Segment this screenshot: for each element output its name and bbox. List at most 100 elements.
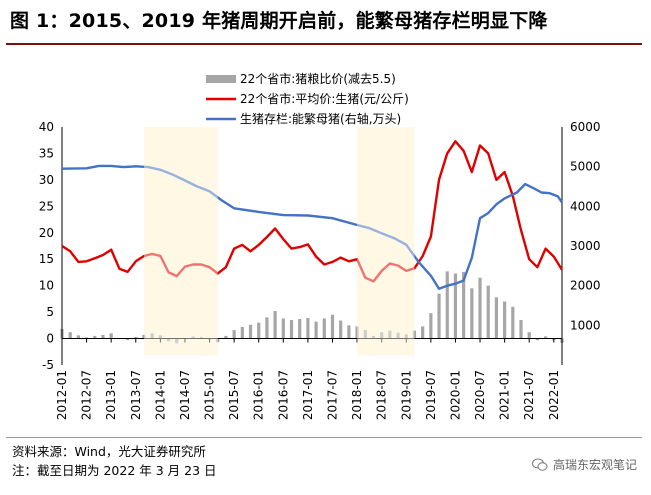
left-tick-15: 15	[39, 252, 54, 266]
source-text: 资料来源：Wind，光大证券研究所	[12, 444, 206, 459]
wechat-icon	[531, 458, 548, 471]
footer-rule	[6, 437, 642, 438]
ratio-bar-33	[322, 318, 326, 339]
ratio-bar-44	[412, 330, 417, 339]
ratio-bar-45	[421, 326, 425, 339]
ratio-bar-43	[404, 334, 408, 339]
x-tick-2015-01: 2015-01	[203, 370, 217, 420]
title-rule	[6, 43, 642, 45]
highlight-bands	[143, 127, 415, 356]
x-tick-2019-07: 2019-07	[424, 370, 438, 420]
sow-line	[61, 164, 563, 290]
ratio-bar-28	[281, 318, 285, 339]
ratio-bar-42	[396, 332, 400, 339]
ratio-bar-20	[216, 338, 220, 343]
ratio-bar-39	[371, 335, 376, 339]
chart: -5 0 5 10 15 20 25 30 35 40 1000 2000 3000 4000 5000 60…	[39, 71, 601, 420]
highlight-overlays	[143, 127, 415, 356]
price-line	[61, 140, 564, 283]
left-tick-40: 40	[39, 120, 54, 134]
ratio-bar-52	[478, 277, 482, 339]
x-tick-2021-07: 2021-07	[522, 370, 536, 420]
ratio-bar-34	[330, 314, 335, 339]
ratio-bar-56	[511, 306, 515, 339]
x-tick-2019-01: 2019-01	[399, 370, 413, 420]
page-title: 图 1：2015、2019 年猪周期开启前，能繁母猪存栏明显下降	[10, 10, 548, 32]
x-tick-2012-07: 2012-07	[80, 370, 94, 420]
right-tick-5000: 5000	[570, 160, 601, 174]
x-tick-2022-01: 2022-01	[547, 370, 561, 420]
x-tick-2018-07: 2018-07	[375, 370, 389, 420]
x-tick-2018-01: 2018-01	[350, 370, 364, 420]
ratio-bar-17	[191, 336, 195, 339]
ratio-bar-23	[240, 326, 244, 339]
x-tick-2013-07: 2013-07	[129, 370, 143, 420]
right-tick-2000: 2000	[570, 279, 601, 293]
highlight-overlay-1	[143, 127, 218, 356]
legend-label-sow: 生猪存栏:能繁母猪(右轴,万头)	[240, 111, 401, 126]
x-tick-2020-01: 2020-01	[448, 370, 462, 420]
ratio-bar-25	[257, 322, 261, 339]
ratio-bar-5	[93, 335, 97, 339]
ratio-bar-13	[158, 335, 162, 339]
ratio-bar-3	[76, 335, 80, 339]
legend-label-price: 22个省市:平均价:生猪(元/公斤)	[240, 91, 409, 106]
x-tick-2013-01: 2013-01	[104, 370, 118, 420]
ratio-bar-38	[363, 330, 367, 339]
ratio-bar-58	[527, 332, 531, 339]
ratio-bar-41	[388, 330, 392, 339]
ratio-bar-55	[503, 301, 507, 339]
ratio-bar-21	[224, 335, 228, 339]
ratio-bar-46	[429, 313, 433, 339]
left-tick-20: 20	[39, 226, 54, 240]
right-tick-6000: 6000	[570, 120, 601, 134]
ratio-bar-24	[248, 324, 253, 339]
left-tick-10: 10	[39, 279, 54, 293]
axes	[61, 127, 563, 365]
x-tick-2017-01: 2017-01	[301, 370, 315, 420]
legend: 22个省市:猪粮比价(减去5.5) 22个省市:平均价:生猪(元/公斤) 生猪存栏:…	[206, 71, 409, 126]
ratio-bar-53	[486, 285, 490, 339]
left-tick-35: 35	[39, 146, 54, 160]
ratio-bar-30	[298, 318, 302, 339]
left-tick-5: 5	[46, 305, 54, 319]
ratio-bar-36	[347, 325, 351, 339]
left-tick-0: 0	[46, 332, 54, 346]
x-tick-2017-07: 2017-07	[325, 370, 339, 420]
right-tick-3000: 3000	[570, 239, 601, 253]
x-tick-2015-07: 2015-07	[227, 370, 241, 420]
watermark-text: 高瑞东宏观笔记	[552, 458, 637, 472]
ratio-bar-27	[273, 311, 277, 339]
right-tick-4000: 4000	[570, 199, 601, 213]
ratio-bar-54	[494, 297, 499, 339]
ratio-bar-59	[535, 338, 540, 341]
ratio-bar-12	[150, 333, 154, 339]
ratio-bar-4	[84, 337, 89, 339]
x-tick-2016-01: 2016-01	[252, 370, 266, 420]
ratio-bar-40	[380, 332, 384, 339]
x-tick-2012-01: 2012-01	[55, 370, 69, 420]
x-tick-2021-01: 2021-01	[498, 370, 512, 420]
left-tick-30: 30	[39, 173, 54, 187]
ratio-bar-14	[166, 338, 171, 342]
ratio-bar-7	[109, 333, 113, 339]
ratio-bar-22	[232, 330, 236, 339]
x-tick-2016-07: 2016-07	[276, 370, 290, 420]
ratio-bar-60	[544, 336, 548, 339]
ratio-bar-15	[175, 338, 179, 344]
ratio-bar-11	[142, 334, 146, 339]
legend-swatch-ratio	[206, 75, 236, 83]
ratio-bar-29	[289, 320, 294, 339]
ratio-bar-35	[339, 320, 343, 339]
left-tick-25: 25	[39, 199, 54, 213]
note-text: 注：截至日期为 2022 年 3 月 23 日	[12, 463, 217, 478]
ratio-bar-18	[199, 336, 203, 339]
tick-labels: -5 0 5 10 15 20 25 30 35 40 1000 2000 3000 4000 5000 60…	[39, 120, 601, 420]
watermark: 高瑞东宏观笔记	[531, 456, 637, 473]
ratio-bar-31	[306, 317, 310, 339]
ratio-bars	[60, 271, 564, 344]
x-tick-2020-07: 2020-07	[473, 370, 487, 420]
ratio-bar-48	[445, 271, 449, 339]
ratio-bar-47	[437, 293, 441, 339]
highlight-overlay-2	[357, 127, 415, 356]
